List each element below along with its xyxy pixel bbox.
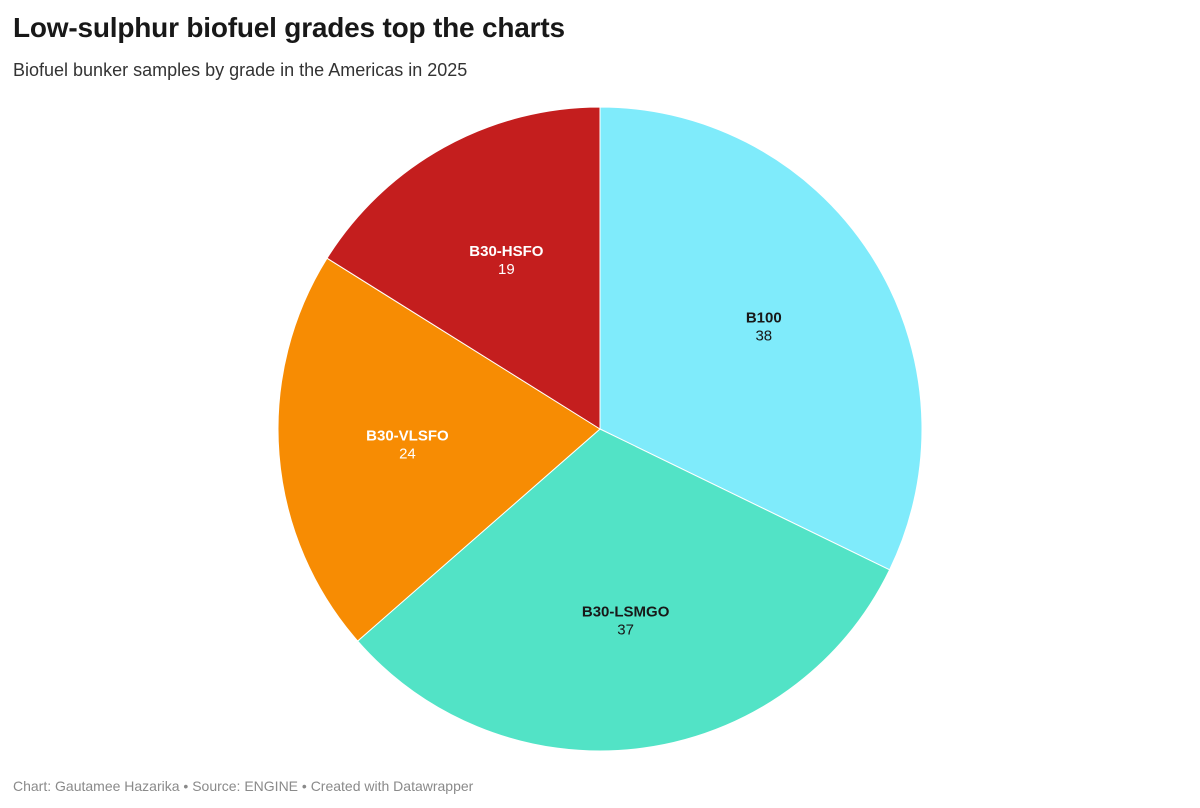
slice-label-b100: B100 (746, 310, 782, 327)
chart-subtitle: Biofuel bunker samples by grade in the A… (13, 60, 468, 80)
slice-label-b30-hsfo: B30-HSFO (469, 243, 544, 260)
pie-slice-b30-hsfo (326, 106, 601, 430)
chart-title: Low-sulphur biofuel grades top the chart… (13, 12, 565, 43)
slice-value-b30-lsmgo: 37 (617, 621, 634, 638)
slice-label-b30-lsmgo: B30-LSMGO (582, 603, 670, 620)
slice-value-b30-hsfo: 19 (498, 261, 515, 278)
pie-slice-b30-vlsfo (277, 257, 601, 642)
pie-slice-b30-lsmgo (356, 428, 891, 752)
pie-slice-b100 (599, 106, 923, 571)
slice-label-b30-vlsfo: B30-VLSFO (366, 427, 449, 444)
slice-value-b30-vlsfo: 24 (399, 445, 416, 462)
chart-footer-credit: Chart: Gautamee Hazarika • Source: ENGIN… (13, 778, 474, 794)
slice-value-b100: 38 (755, 328, 772, 345)
